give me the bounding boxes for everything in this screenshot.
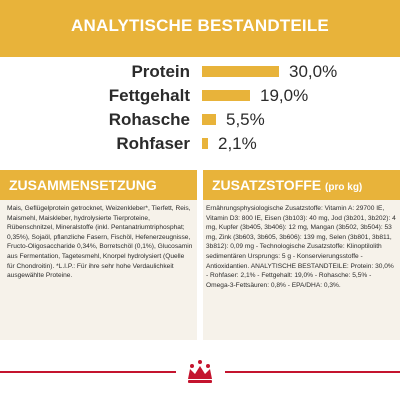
analysis-row: Fettgehalt 19,0% (0, 84, 400, 108)
analysis-value: 5,5% (226, 110, 265, 129)
analysis-label: Rohasche (108, 110, 190, 129)
crown-logo-icon (188, 360, 212, 383)
analysis-label: Protein (131, 62, 190, 81)
analysis-bar (202, 114, 216, 125)
additives-text: Ernährungsphysiologische Zusatzstoffe: V… (206, 205, 396, 289)
footer-divider-right (225, 371, 400, 373)
analysis-row: Rohfaser 2,1% (0, 132, 400, 156)
additives-unit: (pro kg) (325, 182, 363, 193)
column-divider (197, 170, 203, 400)
composition-title: ZUSAMMENSETZUNG (9, 177, 157, 193)
analysis-title: ANALYTISCHE BESTANDTEILE (71, 16, 329, 35)
analysis-table: Protein 30,0% Fettgehalt 19,0% Rohasche … (0, 57, 400, 167)
analysis-row: Protein 30,0% (0, 60, 400, 84)
composition-header: ZUSAMMENSETZUNG (0, 170, 197, 200)
analysis-banner: ANALYTISCHE BESTANDTEILE (0, 0, 400, 57)
footer-divider-left (0, 371, 176, 373)
analysis-value: 30,0% (289, 62, 338, 81)
analysis-value: 2,1% (218, 134, 257, 153)
analysis-bar (202, 138, 208, 149)
composition-text: Mais, Geflügelprotein getrocknet, Weizen… (7, 205, 193, 280)
additives-header: ZUSATZSTOFFE (pro kg) (203, 170, 400, 200)
analysis-row: Rohasche 5,5% (0, 108, 400, 132)
analysis-bar (202, 90, 250, 101)
analysis-bar (202, 66, 279, 77)
analysis-label: Fettgehalt (108, 86, 190, 105)
analysis-value: 19,0% (260, 86, 309, 105)
additives-title: ZUSATZSTOFFE (212, 177, 322, 193)
analysis-label: Rohfaser (116, 134, 190, 153)
